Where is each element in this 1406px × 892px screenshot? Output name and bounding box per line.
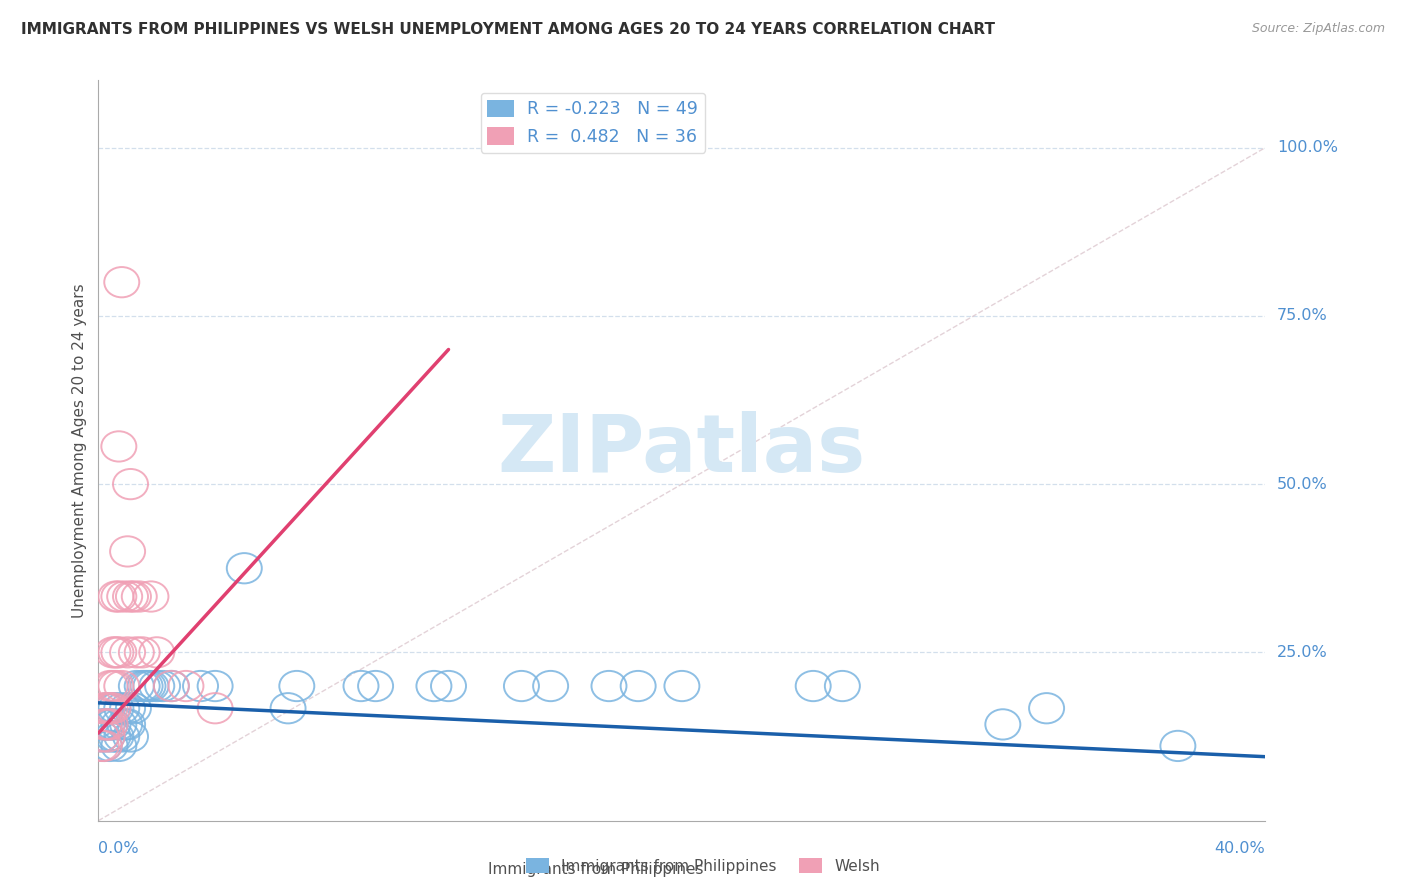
Text: 40.0%: 40.0%	[1215, 841, 1265, 855]
Text: 50.0%: 50.0%	[1277, 476, 1327, 491]
Text: 100.0%: 100.0%	[1277, 140, 1339, 155]
Legend: R = -0.223   N = 49, R =  0.482   N = 36: R = -0.223 N = 49, R = 0.482 N = 36	[481, 93, 706, 153]
Text: 25.0%: 25.0%	[1277, 645, 1327, 660]
Text: Source: ZipAtlas.com: Source: ZipAtlas.com	[1251, 22, 1385, 36]
Text: Immigrants from Philippines: Immigrants from Philippines	[488, 863, 703, 877]
Y-axis label: Unemployment Among Ages 20 to 24 years: Unemployment Among Ages 20 to 24 years	[72, 283, 87, 618]
Legend: Immigrants from Philippines, Welsh: Immigrants from Philippines, Welsh	[520, 852, 886, 880]
Text: 0.0%: 0.0%	[98, 841, 139, 855]
Text: 75.0%: 75.0%	[1277, 309, 1327, 323]
Text: IMMIGRANTS FROM PHILIPPINES VS WELSH UNEMPLOYMENT AMONG AGES 20 TO 24 YEARS CORR: IMMIGRANTS FROM PHILIPPINES VS WELSH UNE…	[21, 22, 995, 37]
Text: ZIPatlas: ZIPatlas	[498, 411, 866, 490]
